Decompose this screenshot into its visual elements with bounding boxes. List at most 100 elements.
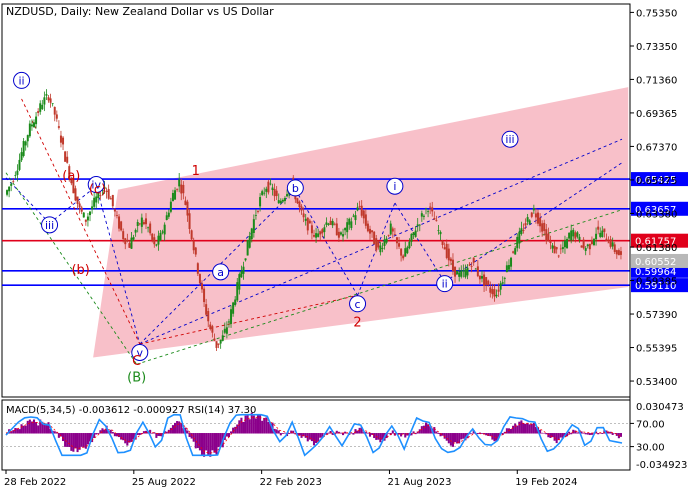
oscillator-panel: 0.030473 -0.034923 70.00 30.00 (1, 399, 687, 471)
macd-bar (205, 433, 208, 451)
macd-bar (93, 433, 96, 438)
macd-bar (524, 423, 527, 434)
macd-bar (26, 420, 29, 434)
price-tick-label: 0.65375 (636, 176, 677, 187)
macd-bar (97, 433, 100, 434)
candle-body (74, 188, 77, 201)
macd-bar (487, 433, 490, 436)
macd-bar (41, 421, 44, 434)
candle-body (53, 106, 56, 115)
candle-body (514, 248, 517, 255)
macd-bar (281, 433, 284, 434)
candle-body (196, 263, 199, 274)
candle-body (147, 227, 150, 229)
price-tick-label: 0.57390 (636, 310, 677, 321)
macd-bar (489, 433, 492, 437)
level-label: 0.61757 (635, 237, 676, 248)
title-separator: , (54, 5, 61, 18)
candle-body (230, 309, 233, 324)
candle-body (84, 219, 87, 222)
rsi-tick-label: 30.00 (636, 443, 665, 454)
candle-body (136, 222, 139, 226)
macd-bar (422, 425, 425, 434)
candle-body (132, 237, 135, 240)
price-tick-label: 0.61380 (636, 243, 677, 254)
candle-body (310, 225, 313, 234)
candle-body (273, 188, 276, 197)
macd-bar (230, 431, 233, 434)
macd-bar (142, 431, 145, 434)
candle-body (510, 257, 513, 267)
wave-line (139, 294, 358, 345)
candle-body (462, 270, 465, 272)
candle-body (296, 198, 299, 204)
candle-body (348, 218, 351, 225)
macd-bar (242, 421, 245, 434)
macd-bar (55, 432, 58, 434)
candle-body (389, 223, 392, 235)
macd-bar (582, 432, 585, 434)
candle-body (41, 104, 44, 110)
macd-bar (418, 429, 421, 434)
macd-bar (561, 433, 564, 439)
candle-body (570, 230, 573, 241)
candle-body (362, 210, 365, 219)
macd-bar (424, 422, 428, 434)
macd-bar (76, 433, 79, 453)
candle-body (489, 287, 492, 293)
candle-body (151, 233, 154, 240)
candle-body (431, 207, 434, 212)
candle-body (20, 152, 23, 161)
macd-bar (288, 433, 291, 434)
timeframe-label: Daily (61, 5, 89, 18)
candle-body (379, 245, 382, 253)
candle-body (385, 238, 388, 243)
level-label: 0.59110 (635, 281, 676, 292)
candle-body (512, 251, 515, 253)
candle-body (429, 206, 432, 208)
candle-body (66, 156, 69, 163)
macd-bar (549, 433, 552, 438)
candle-body (553, 245, 556, 254)
candle-body (445, 243, 448, 258)
macd-bar (590, 433, 593, 435)
macd-bar (609, 431, 612, 434)
candle-body (80, 207, 83, 212)
candle-body (91, 206, 94, 210)
candle-body (584, 248, 587, 251)
candle-body (149, 223, 152, 234)
macd-bar (64, 433, 67, 447)
candle-body (49, 98, 52, 103)
macd-bar (80, 433, 83, 447)
candle-body (45, 94, 48, 96)
candle-body (265, 188, 268, 192)
macd-bar (16, 428, 19, 434)
candle-body (198, 274, 201, 284)
macd-bar (194, 433, 197, 449)
macd-bar (130, 433, 133, 442)
macd-bar (420, 426, 423, 434)
macd-bar (512, 425, 515, 434)
macd-bar (298, 433, 301, 436)
candle-body (325, 222, 328, 225)
candle-body (51, 103, 54, 105)
candle-body (547, 233, 550, 241)
macd-bar (128, 433, 131, 443)
candle-body (14, 175, 17, 176)
wave-label: iii (505, 133, 514, 146)
candle-body (381, 247, 384, 249)
macd-bar (30, 421, 33, 434)
macd-bar (518, 421, 521, 434)
macd-bar (20, 424, 23, 434)
price-tick-label: 0.53400 (636, 377, 677, 388)
candle-body (279, 200, 282, 204)
macd-bar (346, 433, 349, 434)
candle-body (57, 126, 60, 128)
macd-bar (219, 433, 222, 446)
macd-bar (225, 433, 228, 437)
macd-bar (391, 430, 394, 434)
candle-body (300, 206, 303, 211)
time-axis: 28 Feb 2022 25 Aug 2022 22 Feb 2023 21 Aug … (2, 469, 630, 488)
candle-body (597, 226, 600, 230)
